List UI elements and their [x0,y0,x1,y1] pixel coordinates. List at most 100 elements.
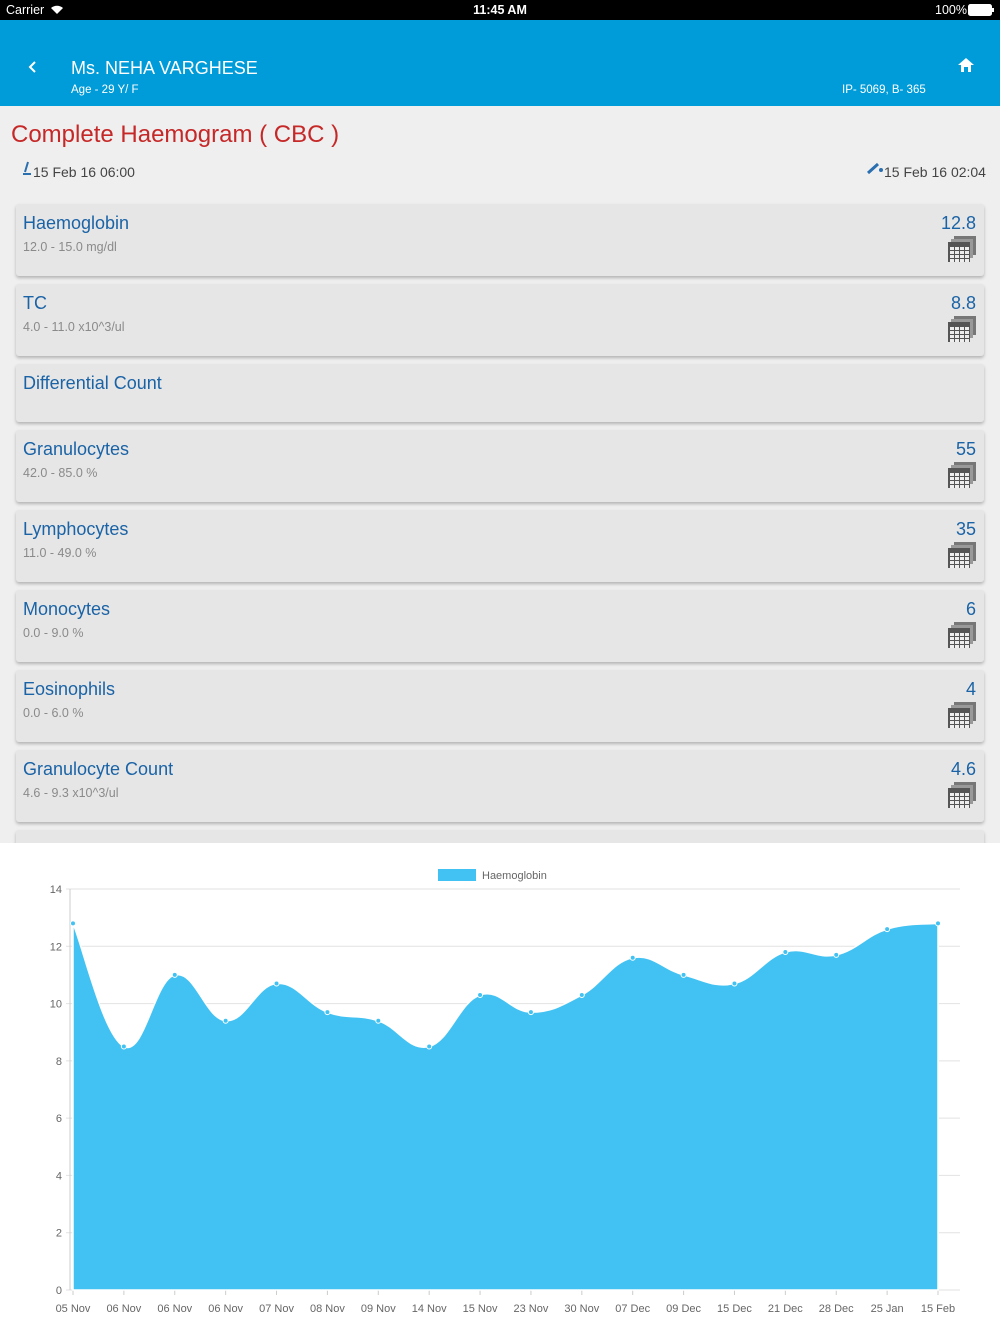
history-button[interactable] [948,316,976,347]
test-value: 8.8 [950,293,976,313]
history-button[interactable] [948,236,976,267]
x-tick-label: 30 Nov [564,1303,599,1315]
test-range: 4.0 - 11.0 x10^3/ul [23,320,125,334]
x-tick-label: 09 Dec [666,1303,701,1315]
data-point [375,1017,382,1024]
test-value: 4.6 [950,759,976,779]
test-card[interactable]: Granulocytes 42.0 - 85.0 % 55 [16,430,984,502]
carrier: Carrier [6,3,45,17]
x-tick-label: 05 Nov [56,1303,91,1315]
data-point [935,920,941,927]
data-point [70,920,76,927]
data-point [884,926,891,933]
status-bar: Carrier 11:45 AM 100% [0,0,1000,20]
test-name: Granulocytes [23,439,130,459]
wifi-icon [51,5,63,14]
battery-text: 100% [935,3,967,17]
collected-icon [23,161,31,175]
time: 11:45 AM [473,3,527,17]
data-point [629,954,636,961]
y-tick-label: 6 [56,1113,62,1125]
data-point [680,971,687,978]
data-point [120,1043,127,1050]
test-card[interactable]: Granulocyte Count 4.6 - 9.3 x10^3/ul 4.6 [16,750,984,822]
x-tick-label: 08 Nov [310,1303,345,1315]
history-button[interactable] [948,702,976,733]
data-point [833,951,840,958]
data-point [222,1017,229,1024]
test-card[interactable]: Lymphocytes 11.0 - 49.0 % 35 [16,510,984,582]
x-tick-label: 06 Nov [106,1303,141,1315]
history-icon[interactable] [948,462,976,488]
data-point [426,1043,433,1050]
history-icon[interactable] [948,542,976,568]
x-tick-label: 28 Dec [819,1303,854,1315]
legend-label: Haemoglobin [482,870,547,882]
x-tick-label: 15 Dec [717,1303,752,1315]
y-tick-label: 0 [56,1285,62,1297]
test-range: 0.0 - 9.0 % [23,626,84,640]
chart: 0 2 4 6 8 10 12 14 05 Nov 06 Nov 06 Nov 06 Nov 07 No… [0,843,1000,1334]
test-name: Haemoglobin [23,213,130,233]
x-tick-label: 25 Jan [871,1303,904,1315]
y-tick-label: 12 [50,941,62,953]
history-icon[interactable] [948,702,976,728]
x-tick-label: 15 Feb [921,1303,955,1315]
test-range: 11.0 - 49.0 % [23,546,97,560]
patient-age: Age - 29 Y/ F [71,84,139,96]
test-value: 12.8 [940,213,976,233]
history-button[interactable] [948,542,976,573]
x-tick-label: 06 Nov [157,1303,192,1315]
y-tick-label: 2 [56,1228,62,1240]
test-value: 55 [955,439,976,459]
x-tick-label: 21 Dec [768,1303,803,1315]
x-tick-label: 07 Dec [615,1303,650,1315]
test-name: Granulocyte Count [23,759,174,779]
x-tick-label: 07 Nov [259,1303,294,1315]
test-name: Differential Count [23,373,162,393]
report-title: Complete Haemogram ( CBC ) [11,121,340,148]
history-button[interactable] [948,782,976,813]
data-point [324,1009,331,1016]
test-name: Lymphocytes [23,519,129,539]
test-card[interactable]: Haemoglobin 12.0 - 15.0 mg/dl 12.8 [16,204,984,276]
area [72,922,939,1291]
test-card[interactable]: Eosinophils 0.0 - 6.0 % 4 [16,670,984,742]
data-point [477,991,484,998]
y-tick-label: 14 [50,884,62,896]
home-button[interactable] [958,58,974,72]
legend-swatch [438,869,476,881]
x-tick-label: 14 Nov [412,1303,447,1315]
back-button[interactable] [26,60,38,74]
data-point [731,980,738,987]
history-icon[interactable] [948,622,976,648]
y-tick-label: 10 [50,999,62,1011]
history-icon[interactable] [948,782,976,808]
patient-name: Ms. NEHA VARGHESE [71,58,258,78]
history-button[interactable] [948,462,976,493]
x-tick-label: 15 Nov [463,1303,498,1315]
test-value: 4 [965,679,976,699]
patient-ip: IP- 5069, B- 365 [842,84,926,96]
history-icon[interactable] [948,316,976,342]
history-icon[interactable] [948,236,976,262]
test-range: 4.6 - 9.3 x10^3/ul [23,786,119,800]
y-tick-label: 4 [56,1170,62,1182]
header: Ms. NEHA VARGHESE Age - 29 Y/ F IP- 5069… [0,20,1000,106]
data-point [578,991,585,998]
reported-icon [866,162,883,175]
reported-date: 15 Feb 16 02:04 [884,164,986,180]
y-tick-label: 8 [56,1056,62,1068]
test-card[interactable]: Differential Count [16,364,984,422]
history-button[interactable] [948,622,976,653]
test-range: 12.0 - 15.0 mg/dl [23,240,117,254]
test-card[interactable]: TC 4.0 - 11.0 x10^3/ul 8.8 [16,284,984,356]
x-tick-label: 23 Nov [514,1303,549,1315]
x-tick-label: 09 Nov [361,1303,396,1315]
data-point [273,980,280,987]
data-point [527,1009,534,1016]
test-range: 42.0 - 85.0 % [23,466,98,480]
test-card[interactable]: Monocytes 0.0 - 9.0 % 6 [16,590,984,662]
battery-icon [968,4,994,16]
